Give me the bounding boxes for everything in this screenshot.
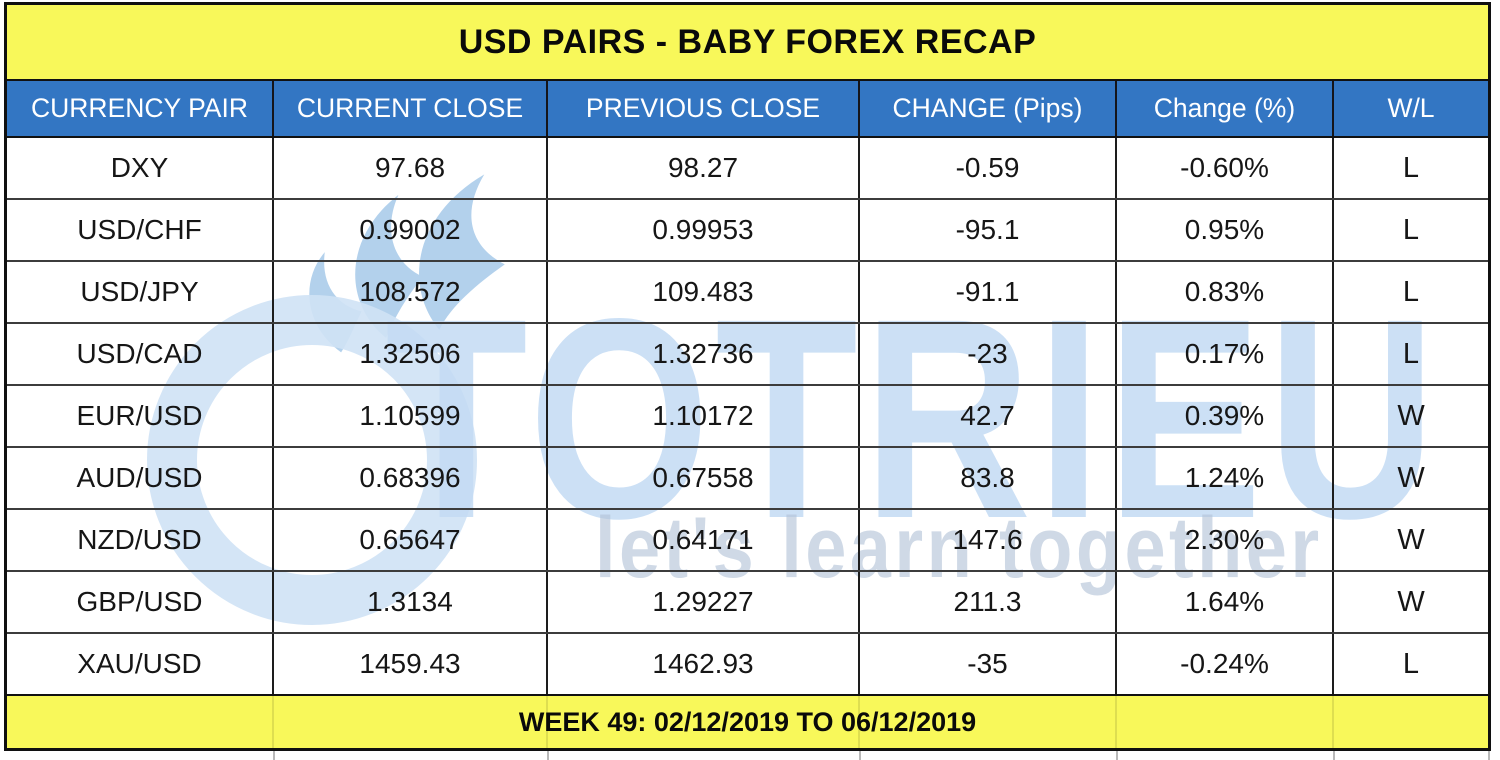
col-header-change-pips: CHANGE (Pips)	[860, 81, 1117, 136]
col-header-win-loss: W/L	[1387, 93, 1435, 123]
cell-change-pips: -23	[860, 324, 1117, 384]
column-line-stub	[273, 751, 275, 760]
cell-current-close: 0.68396	[274, 448, 548, 508]
cell-previous-close: 1462.93	[548, 634, 860, 694]
cell-win-loss: L	[1402, 275, 1420, 308]
cell-change-pct: -0.60%	[1117, 138, 1334, 198]
cell-pair: NZD/USD	[7, 510, 274, 570]
cell-win-loss: W	[1397, 399, 1425, 432]
cell-change-pct: 0.39%	[1117, 386, 1334, 446]
cell-change-pct: 0.17%	[1117, 324, 1334, 384]
table-row: USD/CAD 1.32506 1.32736 -23 0.17% L	[7, 322, 1488, 384]
col-header-currency-pair: CURRENCY PAIR	[7, 81, 274, 136]
col-header-change-pct: Change (%)	[1117, 81, 1334, 136]
table-row: GBP/USD 1.3134 1.29227 211.3 1.64% W	[7, 570, 1488, 632]
cell-win-loss: W	[1397, 585, 1425, 618]
cell-win-loss: L	[1402, 337, 1420, 370]
cell-current-close: 0.65647	[274, 510, 548, 570]
column-line-stub	[859, 751, 861, 760]
cell-change-pct: 0.95%	[1117, 200, 1334, 260]
column-line-stub	[1116, 751, 1118, 760]
cell-current-close: 108.572	[274, 262, 548, 322]
table-row: XAU/USD 1459.43 1462.93 -35 -0.24% L	[7, 632, 1488, 694]
table-row: AUD/USD 0.68396 0.67558 83.8 1.24% W	[7, 446, 1488, 508]
cell-previous-close: 1.10172	[548, 386, 860, 446]
cell-current-close: 1.3134	[274, 572, 548, 632]
cell-pair: USD/CAD	[7, 324, 274, 384]
col-header-previous-close: PREVIOUS CLOSE	[548, 81, 860, 136]
cell-previous-close: 1.29227	[548, 572, 860, 632]
cell-current-close: 1459.43	[274, 634, 548, 694]
cell-previous-close: 98.27	[548, 138, 860, 198]
cell-previous-close: 1.32736	[548, 324, 860, 384]
cell-change-pct: 1.24%	[1117, 448, 1334, 508]
cell-win-loss: L	[1402, 213, 1420, 246]
cell-pair: EUR/USD	[7, 386, 274, 446]
cell-pair: GBP/USD	[7, 572, 274, 632]
cell-change-pips: 83.8	[860, 448, 1117, 508]
cell-change-pct: 1.64%	[1117, 572, 1334, 632]
cell-change-pips: -35	[860, 634, 1117, 694]
cell-change-pct: 2.30%	[1117, 510, 1334, 570]
table-row: DXY 97.68 98.27 -0.59 -0.60% L	[7, 138, 1488, 198]
cell-win-loss: L	[1402, 151, 1420, 184]
table-row: NZD/USD 0.65647 0.64171 147.6 2.30% W	[7, 508, 1488, 570]
cell-change-pct: 0.83%	[1117, 262, 1334, 322]
page-title: USD PAIRS - BABY FOREX RECAP	[7, 5, 1488, 79]
cell-pair: USD/JPY	[7, 262, 274, 322]
footer-grid-line	[858, 696, 860, 748]
cell-change-pips: -95.1	[860, 200, 1117, 260]
cell-current-close: 0.99002	[274, 200, 548, 260]
table-row: USD/JPY 108.572 109.483 -91.1 0.83% L	[7, 260, 1488, 322]
cell-change-pips: 147.6	[860, 510, 1117, 570]
column-line-stub	[547, 751, 549, 760]
column-line-stub	[1488, 751, 1490, 760]
ring-logo-icon	[147, 295, 477, 625]
table-body: DXY 97.68 98.27 -0.59 -0.60% L USD/CHF 0…	[7, 138, 1488, 694]
footer-grid-line	[1332, 696, 1334, 748]
cell-previous-close: 109.483	[548, 262, 860, 322]
footer-grid-line	[546, 696, 548, 748]
table-row: USD/CHF 0.99002 0.99953 -95.1 0.95% L	[7, 198, 1488, 260]
cell-win-loss: L	[1402, 647, 1420, 680]
table-frame: USD PAIRS - BABY FOREX RECAP CURRENCY PA…	[4, 2, 1491, 751]
cell-previous-close: 0.99953	[548, 200, 860, 260]
cell-pair: XAU/USD	[7, 634, 274, 694]
tagline-watermark: let's learn together	[595, 500, 1323, 596]
cell-previous-close: 0.67558	[548, 448, 860, 508]
cell-win-loss: W	[1397, 461, 1425, 494]
cell-change-pips: -91.1	[860, 262, 1117, 322]
cell-change-pips: 211.3	[860, 572, 1117, 632]
cell-win-loss: W	[1397, 523, 1425, 556]
cell-current-close: 1.10599	[274, 386, 548, 446]
cell-change-pips: 42.7	[860, 386, 1117, 446]
cell-current-close: 1.32506	[274, 324, 548, 384]
cell-pair: DXY	[7, 138, 274, 198]
col-header-current-close: CURRENT CLOSE	[274, 81, 548, 136]
table-row: EUR/USD 1.10599 1.10172 42.7 0.39% W	[7, 384, 1488, 446]
cell-pair: AUD/USD	[7, 448, 274, 508]
footer-grid-line	[1115, 696, 1117, 748]
cell-change-pct: -0.24%	[1117, 634, 1334, 694]
brand-watermark: TOTRIEU	[385, 260, 1441, 578]
column-line-stub	[1333, 751, 1335, 760]
cell-pair: USD/CHF	[7, 200, 274, 260]
week-range-text: WEEK 49: 02/12/2019 TO 06/12/2019	[518, 706, 977, 737]
cell-previous-close: 0.64171	[548, 510, 860, 570]
footer-grid-line	[272, 696, 274, 748]
week-range-banner: WEEK 49: 02/12/2019 TO 06/12/2019	[7, 694, 1488, 748]
cell-current-close: 97.68	[274, 138, 548, 198]
table-header-row: CURRENCY PAIR CURRENT CLOSE PREVIOUS CLO…	[7, 79, 1488, 138]
cell-change-pips: -0.59	[860, 138, 1117, 198]
